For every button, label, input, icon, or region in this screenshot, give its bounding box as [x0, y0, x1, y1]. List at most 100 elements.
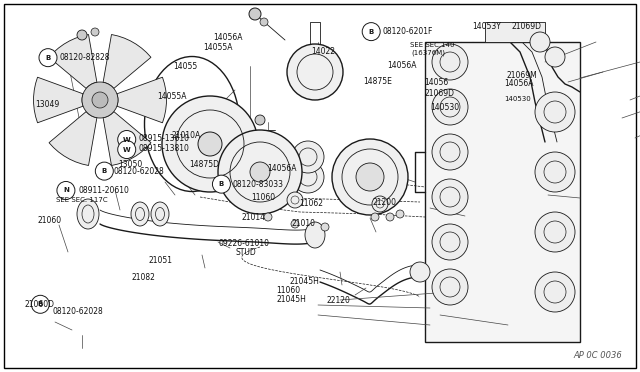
Circle shape — [432, 224, 468, 260]
Text: N: N — [63, 187, 69, 193]
Polygon shape — [49, 35, 97, 89]
Text: 14055: 14055 — [173, 62, 197, 71]
Ellipse shape — [151, 202, 169, 226]
Text: 08911-20610: 08911-20610 — [78, 186, 129, 195]
Circle shape — [287, 44, 343, 100]
Text: SEE SEC. 117C: SEE SEC. 117C — [56, 197, 108, 203]
Text: 140530: 140530 — [504, 96, 531, 102]
Circle shape — [292, 141, 324, 173]
Polygon shape — [49, 112, 97, 166]
Text: 21010A: 21010A — [172, 131, 201, 140]
Text: 11060: 11060 — [276, 286, 301, 295]
Circle shape — [535, 212, 575, 252]
Circle shape — [545, 47, 565, 67]
Text: 08915-13610: 08915-13610 — [138, 134, 189, 143]
Text: 08120-6201F: 08120-6201F — [383, 27, 433, 36]
Circle shape — [260, 18, 268, 26]
Text: 14056: 14056 — [424, 78, 449, 87]
Circle shape — [287, 192, 303, 208]
Text: 14056A: 14056A — [504, 79, 534, 88]
Text: B: B — [102, 168, 107, 174]
Circle shape — [118, 141, 136, 158]
Ellipse shape — [77, 199, 99, 229]
Circle shape — [218, 130, 302, 214]
Circle shape — [264, 213, 272, 221]
Text: 11060: 11060 — [252, 193, 276, 202]
Text: 14022: 14022 — [312, 47, 336, 56]
Circle shape — [386, 213, 394, 221]
Text: B: B — [38, 301, 43, 307]
Circle shape — [432, 44, 468, 80]
Text: SEE SEC.140: SEE SEC.140 — [410, 42, 454, 48]
Circle shape — [250, 162, 270, 182]
Circle shape — [82, 82, 118, 118]
Text: 08915-13810: 08915-13810 — [138, 144, 189, 153]
Text: 21045H: 21045H — [290, 278, 320, 286]
Circle shape — [432, 134, 468, 170]
Circle shape — [162, 96, 258, 192]
Circle shape — [212, 175, 230, 193]
Ellipse shape — [305, 222, 325, 248]
Text: 11062: 11062 — [300, 199, 324, 208]
Text: 13049: 13049 — [35, 100, 60, 109]
Circle shape — [249, 8, 261, 20]
Circle shape — [372, 196, 388, 212]
Text: AP 0C 0036: AP 0C 0036 — [573, 351, 622, 360]
Text: B: B — [219, 181, 224, 187]
Polygon shape — [103, 112, 151, 166]
Circle shape — [432, 179, 468, 215]
Text: (16376M): (16376M) — [412, 49, 445, 56]
Text: W: W — [123, 137, 131, 142]
Circle shape — [77, 30, 87, 40]
Circle shape — [292, 161, 324, 193]
Text: 21051: 21051 — [148, 256, 173, 265]
Text: 21069D: 21069D — [424, 89, 454, 98]
Circle shape — [92, 92, 108, 108]
Text: 08120-82828: 08120-82828 — [60, 53, 110, 62]
Text: 14055A: 14055A — [157, 92, 186, 101]
Circle shape — [530, 32, 550, 52]
Text: 21010: 21010 — [291, 219, 315, 228]
Text: 21060D: 21060D — [24, 300, 54, 309]
Circle shape — [535, 272, 575, 312]
Text: 21045H: 21045H — [276, 295, 307, 304]
Polygon shape — [103, 35, 151, 89]
Polygon shape — [33, 77, 83, 123]
Circle shape — [31, 295, 49, 313]
Text: 140530: 140530 — [430, 103, 460, 112]
Text: 08120-83033: 08120-83033 — [232, 180, 284, 189]
Text: W: W — [123, 147, 131, 153]
Text: 21200: 21200 — [372, 198, 396, 207]
Circle shape — [255, 115, 265, 125]
Circle shape — [321, 223, 329, 231]
Circle shape — [356, 163, 384, 191]
Text: 14875E: 14875E — [364, 77, 392, 86]
Text: 14053Y: 14053Y — [472, 22, 501, 31]
Text: B: B — [45, 55, 51, 61]
Circle shape — [432, 269, 468, 305]
Text: 14056A: 14056A — [268, 164, 297, 173]
Text: 21069M: 21069M — [507, 71, 538, 80]
Circle shape — [95, 162, 113, 180]
Text: 21069D: 21069D — [512, 22, 542, 31]
Bar — [425, 42, 580, 342]
Text: 21082: 21082 — [131, 273, 155, 282]
Circle shape — [198, 132, 222, 156]
Text: 21060: 21060 — [37, 216, 61, 225]
Polygon shape — [117, 77, 166, 123]
Text: 21014: 21014 — [242, 213, 266, 222]
Circle shape — [57, 182, 75, 199]
Text: 14056A: 14056A — [387, 61, 417, 70]
Circle shape — [535, 92, 575, 132]
Circle shape — [535, 152, 575, 192]
Text: 14056A: 14056A — [213, 33, 243, 42]
Text: 08120-62028: 08120-62028 — [114, 167, 164, 176]
Circle shape — [362, 23, 380, 41]
Text: 14055A: 14055A — [204, 43, 233, 52]
Text: 22120: 22120 — [326, 296, 350, 305]
Text: B: B — [369, 29, 374, 35]
Circle shape — [118, 131, 136, 148]
Bar — [485, 22, 545, 42]
Text: 08120-62028: 08120-62028 — [52, 307, 103, 316]
Text: STUD: STUD — [236, 248, 256, 257]
